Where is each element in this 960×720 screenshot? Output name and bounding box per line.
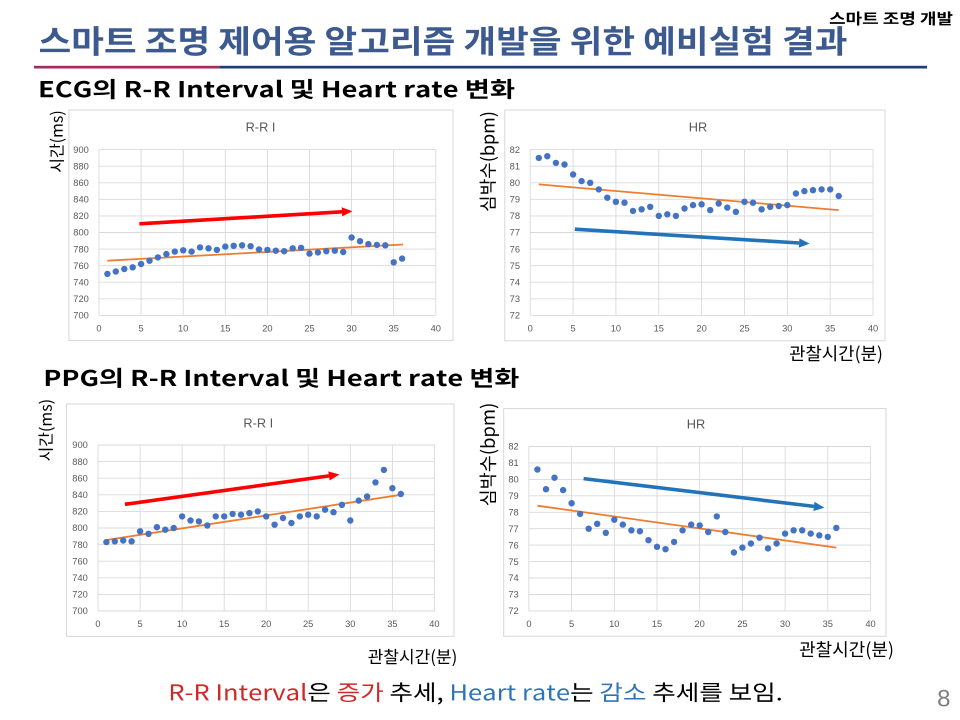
svg-text:15: 15 [219,619,229,629]
svg-text:0: 0 [526,619,531,629]
svg-text:20: 20 [695,619,705,629]
svg-text:20: 20 [262,324,272,334]
svg-text:760: 760 [73,261,89,271]
svg-text:30: 30 [780,619,790,629]
svg-text:40: 40 [865,619,875,629]
svg-text:5: 5 [139,324,144,334]
svg-text:5: 5 [569,619,574,629]
svg-text:78: 78 [510,211,520,221]
svg-text:72: 72 [510,311,520,321]
svg-text:73: 73 [510,294,520,304]
svg-text:820: 820 [73,211,89,221]
svg-text:35: 35 [825,324,835,334]
svg-text:720: 720 [72,590,88,600]
svg-text:780: 780 [72,540,88,550]
svg-text:76: 76 [508,540,518,550]
svg-text:77: 77 [510,228,520,238]
svg-text:840: 840 [72,490,88,500]
svg-text:78: 78 [508,508,518,518]
svg-text:0: 0 [528,324,533,334]
svg-text:35: 35 [387,619,397,629]
svg-text:30: 30 [782,324,792,334]
svg-text:35: 35 [389,324,399,334]
svg-text:74: 74 [510,277,520,287]
svg-text:8: 8 [937,685,950,712]
svg-text:5: 5 [138,619,143,629]
svg-text:81: 81 [510,161,520,171]
svg-text:880: 880 [73,161,89,171]
svg-text:80: 80 [510,178,520,188]
svg-text:79: 79 [510,195,520,205]
svg-text:25: 25 [304,324,314,334]
svg-text:0: 0 [96,324,101,334]
svg-text:10: 10 [611,324,621,334]
svg-text:10: 10 [178,324,188,334]
svg-text:880: 880 [72,457,88,467]
svg-text:R-R I: R-R I [246,119,276,134]
svg-text:75: 75 [508,557,518,567]
svg-text:820: 820 [72,507,88,517]
svg-text:900: 900 [73,145,89,155]
svg-text:40: 40 [429,619,439,629]
svg-text:82: 82 [510,145,520,155]
svg-text:15: 15 [652,619,662,629]
svg-text:81: 81 [508,458,518,468]
svg-text:800: 800 [72,523,88,533]
svg-text:79: 79 [508,491,518,501]
svg-text:720: 720 [73,294,89,304]
svg-text:77: 77 [508,524,518,534]
svg-text:30: 30 [346,324,356,334]
svg-text:20: 20 [261,619,271,629]
svg-text:800: 800 [73,228,89,238]
svg-text:20: 20 [696,324,706,334]
svg-text:740: 740 [73,277,89,287]
svg-text:860: 860 [73,178,89,188]
svg-text:760: 760 [72,556,88,566]
svg-text:35: 35 [823,619,833,629]
svg-text:900: 900 [72,440,88,450]
svg-text:860: 860 [72,473,88,483]
svg-text:15: 15 [654,324,664,334]
svg-text:HR: HR [689,120,707,135]
svg-text:10: 10 [177,619,187,629]
svg-text:40: 40 [431,324,441,334]
svg-text:R-R I: R-R I [243,416,273,431]
svg-text:25: 25 [737,619,747,629]
svg-text:30: 30 [345,619,355,629]
svg-text:74: 74 [508,573,518,583]
svg-text:40: 40 [868,324,878,334]
svg-text:15: 15 [220,324,230,334]
svg-text:25: 25 [739,324,749,334]
svg-text:5: 5 [571,324,576,334]
svg-text:840: 840 [73,195,89,205]
svg-text:HR: HR [687,417,705,432]
svg-text:700: 700 [73,311,89,321]
svg-text:73: 73 [508,590,518,600]
svg-text:25: 25 [303,619,313,629]
svg-text:76: 76 [510,244,520,254]
svg-text:780: 780 [73,244,89,254]
svg-text:740: 740 [72,573,88,583]
svg-text:10: 10 [609,619,619,629]
svg-text:80: 80 [508,475,518,485]
svg-text:0: 0 [95,619,100,629]
svg-text:82: 82 [508,442,518,452]
svg-text:75: 75 [510,261,520,271]
svg-text:700: 700 [72,606,88,616]
svg-text:72: 72 [508,606,518,616]
